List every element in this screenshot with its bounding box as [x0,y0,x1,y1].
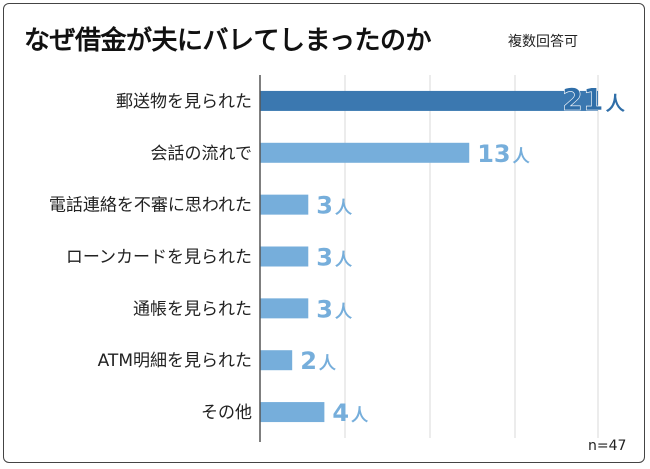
chart-frame [3,3,645,463]
category-label: その他 [201,403,252,423]
value-label: 13 人 [477,140,530,168]
value-label: 21 人 [562,83,626,118]
category-label: 会話の流れで [151,144,253,164]
bar [260,90,598,111]
category-label: 電話連絡を不審に思われた [49,196,252,216]
sample-size: n=47 [588,438,627,454]
bar [260,350,293,371]
bar [260,142,470,163]
category-label: 郵送物を見られた [116,92,252,112]
bar [260,246,309,267]
bar [260,402,325,423]
category-label: 通帳を見られた [133,299,252,319]
category-label: ATM明細を見られた [98,351,252,371]
category-label: ローンカードを見られた [66,248,252,268]
bar [260,194,309,215]
chart-title: なぜ借金が夫にバレてしまったのか [24,26,431,56]
bar [260,298,309,319]
multiple-answers-note: 複数回答可 [508,34,578,50]
